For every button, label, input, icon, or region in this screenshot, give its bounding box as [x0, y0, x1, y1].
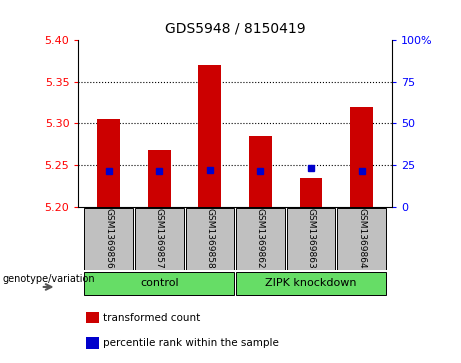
Text: GSM1369856: GSM1369856	[104, 208, 113, 269]
Text: transformed count: transformed count	[103, 313, 201, 323]
Bar	[249, 136, 272, 207]
FancyBboxPatch shape	[186, 208, 234, 270]
Text: GSM1369864: GSM1369864	[357, 208, 366, 269]
FancyBboxPatch shape	[135, 208, 183, 270]
Text: control: control	[140, 278, 178, 288]
FancyBboxPatch shape	[337, 208, 386, 270]
Text: GSM1369863: GSM1369863	[307, 208, 315, 269]
Bar	[300, 178, 322, 207]
FancyBboxPatch shape	[236, 272, 386, 295]
Bar	[97, 119, 120, 207]
Title: GDS5948 / 8150419: GDS5948 / 8150419	[165, 22, 306, 36]
FancyBboxPatch shape	[84, 208, 133, 270]
Bar	[148, 150, 171, 207]
Text: genotype/variation: genotype/variation	[2, 274, 95, 284]
Bar	[86, 337, 100, 349]
Text: GSM1369862: GSM1369862	[256, 208, 265, 269]
FancyBboxPatch shape	[236, 208, 284, 270]
Text: ZIPK knockdown: ZIPK knockdown	[265, 278, 357, 288]
Text: GSM1369857: GSM1369857	[155, 208, 164, 269]
FancyBboxPatch shape	[84, 272, 234, 295]
Bar	[198, 65, 221, 207]
Text: GSM1369858: GSM1369858	[205, 208, 214, 269]
FancyBboxPatch shape	[287, 208, 335, 270]
Bar	[86, 312, 100, 323]
Bar	[350, 107, 373, 207]
Text: percentile rank within the sample: percentile rank within the sample	[103, 338, 279, 348]
